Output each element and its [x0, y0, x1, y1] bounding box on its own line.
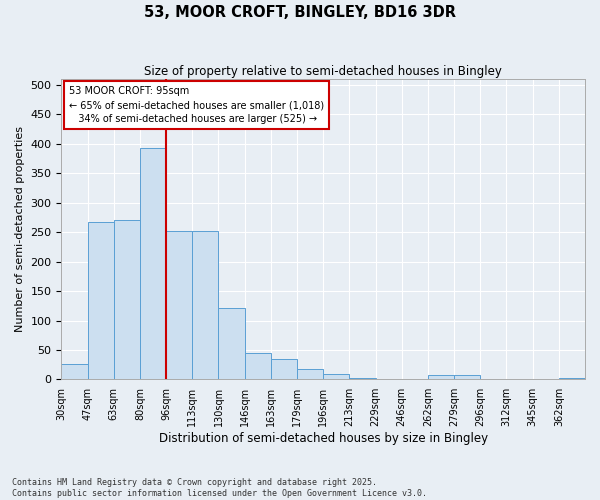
Bar	[559, 378, 585, 380]
Bar	[271, 359, 297, 380]
Bar	[349, 378, 376, 380]
Text: Contains HM Land Registry data © Crown copyright and database right 2025.
Contai: Contains HM Land Registry data © Crown c…	[12, 478, 427, 498]
Text: 53, MOOR CROFT, BINGLEY, BD16 3DR: 53, MOOR CROFT, BINGLEY, BD16 3DR	[144, 5, 456, 20]
Bar	[454, 374, 480, 380]
Bar	[140, 148, 166, 380]
Title: Size of property relative to semi-detached houses in Bingley: Size of property relative to semi-detach…	[144, 65, 502, 78]
Bar	[428, 376, 454, 380]
Bar	[88, 222, 114, 380]
Text: 53 MOOR CROFT: 95sqm
← 65% of semi-detached houses are smaller (1,018)
   34% of: 53 MOOR CROFT: 95sqm ← 65% of semi-detac…	[69, 86, 325, 124]
Bar	[245, 353, 271, 380]
Bar	[193, 231, 218, 380]
X-axis label: Distribution of semi-detached houses by size in Bingley: Distribution of semi-detached houses by …	[158, 432, 488, 445]
Bar	[297, 370, 323, 380]
Y-axis label: Number of semi-detached properties: Number of semi-detached properties	[15, 126, 25, 332]
Bar	[114, 220, 140, 380]
Bar	[166, 231, 193, 380]
Bar	[323, 374, 349, 380]
Bar	[218, 308, 245, 380]
Bar	[61, 364, 88, 380]
